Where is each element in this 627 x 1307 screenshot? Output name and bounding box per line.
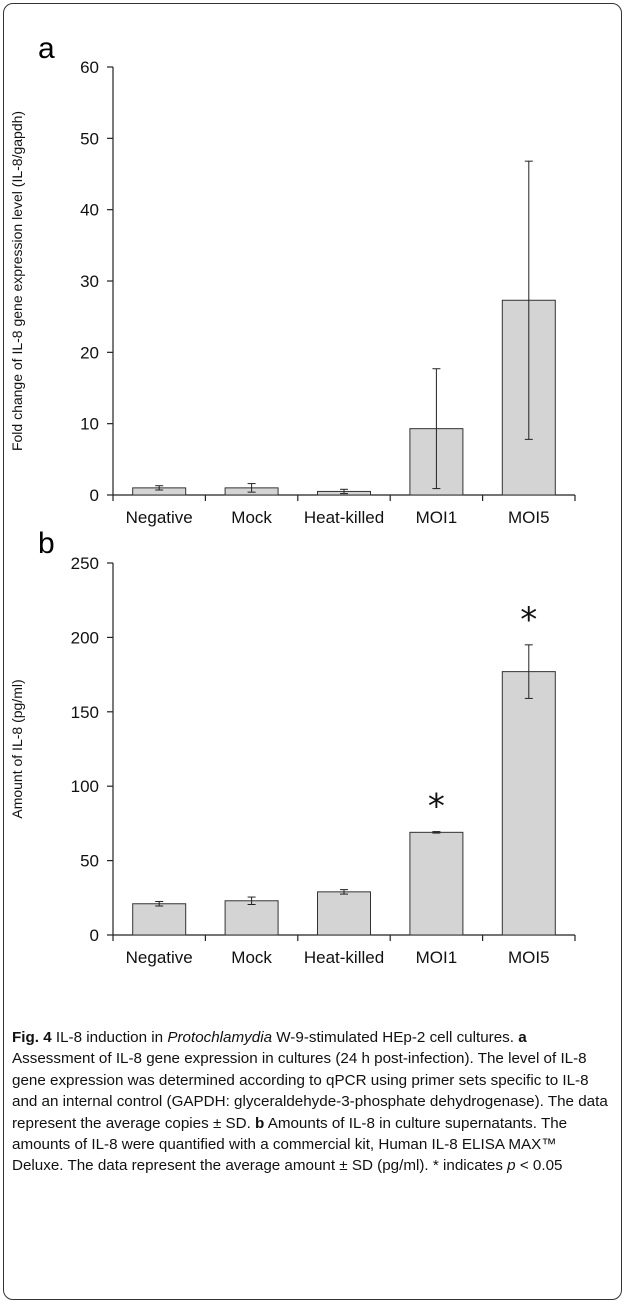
- chart-b-bar-moi5: [501, 671, 556, 936]
- chart-b-category-label: MOI5: [508, 948, 550, 967]
- chart-b-bar-mock: [224, 900, 279, 936]
- chart-b-bar-moi1: [409, 831, 464, 936]
- caption-text-4: Amounts of IL-8 in culture supernatants.…: [12, 1114, 568, 1175]
- caption-text-3: Assessment of IL-8 gene expression in cu…: [12, 1050, 608, 1132]
- chart-a-y-tick-label: 0: [90, 486, 99, 505]
- chart-a-category-label: Mock: [231, 508, 272, 527]
- chart-b-bar-negative: [132, 903, 187, 936]
- chart-b-category-label: MOI1: [416, 948, 458, 967]
- chart-b-y-tick-label: 0: [90, 926, 99, 945]
- chart-a-y-tick-label: 30: [80, 272, 99, 291]
- chart-a-y-tick-label: 50: [80, 129, 99, 148]
- caption-p-symbol: p: [507, 1157, 516, 1175]
- chart-b-significance-marker: *: [520, 600, 537, 640]
- chart-b-category-label: Heat-killed: [304, 948, 384, 967]
- caption-text-5: < 0.05: [515, 1157, 563, 1175]
- caption-text-2: W-9-stimulated HEp-2 cell cultures.: [272, 1029, 519, 1046]
- chart-a-y-tick-label: 10: [80, 415, 99, 434]
- caption-text-1: IL-8 induction in: [51, 1029, 168, 1046]
- chart-b-panel-letter: b: [38, 527, 55, 560]
- chart-b-y-tick-label: 100: [71, 777, 99, 796]
- chart-b-y-tick-label: 150: [71, 703, 99, 722]
- chart-a-category-label: MOI1: [416, 508, 458, 527]
- figure-charts: a 0 10 20 30 40 50 60 Fold change of IL-8 gene e…: [9, 32, 576, 967]
- chart-a-y-tick-label: 40: [80, 201, 99, 220]
- chart-a-category-label: Negative: [126, 508, 193, 527]
- chart-b-y-axis-label: Amount of IL-8 (pg/ml): [9, 679, 25, 818]
- chart-a-category-label: Heat-killed: [304, 508, 384, 527]
- caption-panel-a-label: a: [518, 1029, 527, 1046]
- caption-panel-b-label: b: [255, 1114, 265, 1132]
- chart-a-category-label: MOI5: [508, 508, 550, 527]
- chart-b-category-label: Mock: [231, 948, 272, 967]
- chart-b-significance-marker: *: [428, 787, 445, 827]
- chart-b-y-tick-label: 50: [80, 852, 99, 871]
- chart-a-panel-letter: a: [38, 32, 55, 65]
- chart-a-y-tick-label: 20: [80, 343, 99, 362]
- chart-b-y-tick-label: 250: [71, 554, 99, 573]
- chart-a-y-axis-label: Fold change of IL-8 gene expression leve…: [9, 111, 25, 451]
- caption-fig-label: Fig. 4: [12, 1029, 52, 1046]
- figure-caption: Fig. 4 IL-8 induction in Protochlamydia …: [12, 1027, 612, 1177]
- chart-b-bar-heat-killed: [317, 891, 371, 936]
- chart-b-category-label: Negative: [126, 948, 193, 967]
- figure-frame: [3, 3, 622, 1300]
- chart-b-y-tick-label: 200: [71, 628, 99, 647]
- chart-a-y-tick-label: 60: [80, 58, 99, 77]
- caption-organism: Protochlamydia: [167, 1029, 273, 1046]
